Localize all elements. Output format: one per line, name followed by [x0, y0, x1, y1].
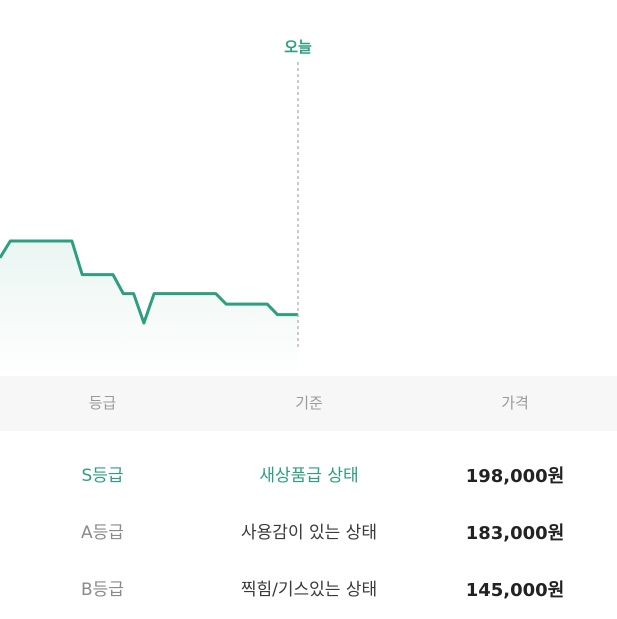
table-header: 등급 기준 가격 [0, 376, 617, 431]
header-grade: 등급 [88, 394, 117, 412]
price-line [0, 239, 298, 325]
table-row-a: A등급 사용감이 있는 상태 183,000원 [0, 505, 617, 562]
table-row-s: S등급 새상품급 상태 198,000원 [0, 448, 617, 505]
state-label: 찍힘/기스있는 상태 [240, 580, 378, 600]
header-price: 가격 [501, 394, 529, 412]
grade-label: S등급 [81, 466, 124, 486]
table-row-b: B등급 찍힘/기스있는 상태 145,000원 [0, 562, 617, 619]
state-label: 사용감이 있는 상태 [241, 523, 377, 543]
price-chart: 오늘 [0, 38, 312, 376]
grade-label: B등급 [81, 580, 124, 600]
price-value: 198,000원 [465, 466, 565, 487]
price-chart-svg [0, 62, 299, 376]
today-label: 오늘 [284, 38, 312, 56]
grade-label: A등급 [81, 523, 124, 543]
state-label: 새상품급 상태 [259, 466, 359, 486]
price-value: 145,000원 [465, 580, 565, 601]
header-criteria: 기준 [295, 394, 323, 412]
price-value: 183,000원 [465, 523, 565, 544]
